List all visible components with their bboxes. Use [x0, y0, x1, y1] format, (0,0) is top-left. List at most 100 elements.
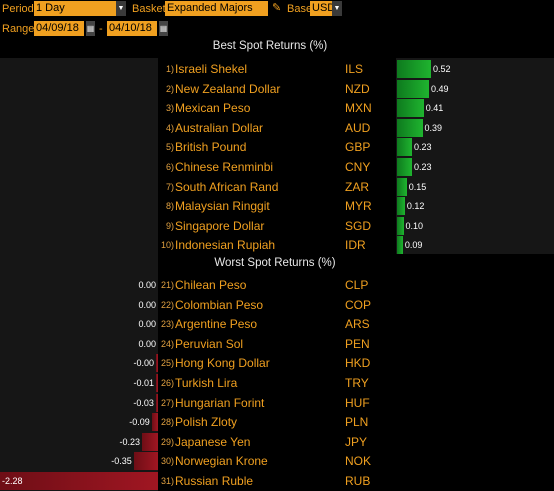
return-bar [151, 413, 158, 432]
rank-label: 8) [165, 201, 174, 212]
table-row[interactable]: 4) Australian Dollar AUD 0.39 [0, 118, 554, 138]
currency-name[interactable]: Colombian Peso [175, 297, 264, 312]
rank-label: 10) [160, 240, 174, 251]
range-label: Range [2, 23, 35, 35]
range-start-input[interactable]: 04/09/18 [34, 21, 84, 36]
return-bar [133, 452, 158, 471]
currency-code: GBP [345, 140, 371, 155]
currency-code: RUB [345, 474, 371, 488]
table-row[interactable]: 23) Argentine Peso ARS 0.00 [0, 314, 554, 334]
return-value: -0.35 [111, 456, 132, 467]
period-select[interactable]: 1 Day [34, 1, 116, 16]
best-returns-title: Best Spot Returns (%) [212, 40, 328, 52]
left-bar-panel [0, 58, 158, 491]
table-row[interactable]: 7) South African Rand ZAR 0.15 [0, 177, 554, 197]
rank-label: 5) [165, 142, 174, 153]
currency-name[interactable]: Israeli Shekel [175, 62, 248, 76]
currency-code: PLN [345, 415, 369, 430]
currency-name[interactable]: Polish Zloty [175, 415, 238, 430]
table-row[interactable]: 6) Chinese Renminbi CNY 0.23 [0, 157, 554, 177]
rank-label: 31) [160, 476, 174, 486]
currency-name[interactable]: Argentine Peso [175, 317, 258, 332]
range-end-input[interactable]: 04/10/18 [107, 21, 157, 36]
currency-code: IDR [345, 238, 366, 253]
currency-name[interactable]: New Zealand Dollar [175, 81, 281, 96]
currency-code: JPY [345, 434, 368, 449]
rank-label: 23) [160, 319, 174, 330]
table-row[interactable]: 9) Singapore Dollar SGD 0.10 [0, 216, 554, 236]
return-bar [156, 354, 158, 373]
currency-name[interactable]: Russian Ruble [175, 474, 254, 488]
calendar-icon[interactable]: ▦ [86, 21, 95, 36]
rank-label: 3) [165, 103, 174, 114]
currency-code: ARS [345, 317, 370, 332]
currency-code: HKD [345, 356, 371, 371]
currency-name[interactable]: South African Rand [175, 179, 279, 194]
currency-name[interactable]: Malaysian Ringgit [175, 199, 270, 214]
basket-select[interactable]: Expanded Majors [165, 1, 268, 16]
currency-name[interactable]: Chilean Peso [175, 278, 247, 292]
table-row[interactable]: 25) Hong Kong Dollar HKD -0.00 [0, 353, 554, 373]
rank-label: 29) [160, 436, 174, 447]
currency-name[interactable]: Hong Kong Dollar [175, 356, 270, 371]
table-row[interactable]: 21) Chilean Peso CLP 0.00 [0, 275, 554, 295]
table-row[interactable]: 3) Mexican Peso MXN 0.41 [0, 98, 554, 118]
currency-name[interactable]: Turkish Lira [175, 376, 238, 390]
return-value: 0.00 [138, 280, 156, 290]
return-bar [397, 197, 405, 216]
table-row[interactable]: 27) Hungarian Forint HUF -0.03 [0, 393, 554, 413]
table-row[interactable]: 26) Turkish Lira TRY -0.01 [0, 373, 554, 393]
table-row[interactable]: 2) New Zealand Dollar NZD 0.49 [0, 79, 554, 99]
table-row[interactable]: 24) Peruvian Sol PEN 0.00 [0, 334, 554, 354]
basket-label: Basket [132, 3, 166, 15]
return-bar [155, 393, 158, 412]
period-label: Period [2, 3, 34, 15]
table-row[interactable]: 8) Malaysian Ringgit MYR 0.12 [0, 196, 554, 216]
rank-label: 27) [160, 397, 174, 408]
currency-name[interactable]: Mexican Peso [175, 101, 251, 116]
rank-label: 24) [160, 338, 174, 349]
return-value: 0.00 [138, 338, 156, 349]
table-row[interactable]: 10) Indonesian Rupiah IDR 0.09 [0, 235, 554, 255]
return-value: -0.09 [129, 417, 150, 428]
currency-code: ZAR [345, 179, 369, 194]
table-row[interactable]: 22) Colombian Peso COP 0.00 [0, 295, 554, 315]
return-bar [0, 472, 158, 490]
return-value: -0.00 [133, 358, 154, 369]
rank-label: 7) [165, 181, 174, 192]
currency-name[interactable]: Chinese Renminbi [175, 160, 274, 174]
return-bar [397, 158, 413, 176]
return-value: -0.01 [133, 378, 154, 388]
return-value: -2.28 [2, 476, 23, 486]
return-bar [156, 374, 158, 392]
calendar-icon[interactable]: ▦ [159, 21, 168, 36]
currency-code: ILS [345, 62, 364, 76]
base-select[interactable]: USD [310, 1, 336, 16]
return-value: 0.49 [431, 83, 449, 94]
table-row[interactable]: 30) Norwegian Krone NOK -0.35 [0, 451, 554, 471]
chevron-down-icon[interactable]: ▼ [116, 1, 126, 16]
currency-name[interactable]: British Pound [175, 140, 247, 155]
currency-name[interactable]: Peruvian Sol [175, 336, 244, 351]
return-bar [142, 432, 158, 451]
currency-code: CLP [345, 278, 369, 292]
return-value: 0.12 [406, 201, 425, 212]
currency-name[interactable]: Australian Dollar [175, 120, 264, 135]
table-row[interactable]: 1) Israeli Shekel ILS 0.52 [0, 59, 554, 79]
currency-name[interactable]: Singapore Dollar [175, 218, 265, 233]
worst-returns-title: Worst Spot Returns (%) [214, 257, 336, 269]
currency-name[interactable]: Indonesian Rupiah [175, 238, 276, 253]
table-row[interactable]: 28) Polish Zloty PLN -0.09 [0, 412, 554, 432]
rank-label: 26) [160, 378, 174, 388]
currency-name[interactable]: Japanese Yen [175, 434, 251, 449]
currency-name[interactable]: Hungarian Forint [175, 395, 265, 410]
currency-code: AUD [345, 120, 371, 135]
table-row[interactable]: 31) Russian Ruble RUB -2.28 [0, 471, 554, 491]
table-row[interactable]: 29) Japanese Yen JPY -0.23 [0, 432, 554, 452]
table-row[interactable]: 5) British Pound GBP 0.23 [0, 137, 554, 157]
currency-name[interactable]: Norwegian Krone [175, 454, 268, 469]
return-value: 0.39 [424, 122, 443, 133]
chevron-down-icon[interactable]: ▼ [332, 1, 342, 16]
pencil-icon[interactable]: ✎ [272, 2, 282, 14]
return-value: 0.23 [414, 162, 432, 172]
